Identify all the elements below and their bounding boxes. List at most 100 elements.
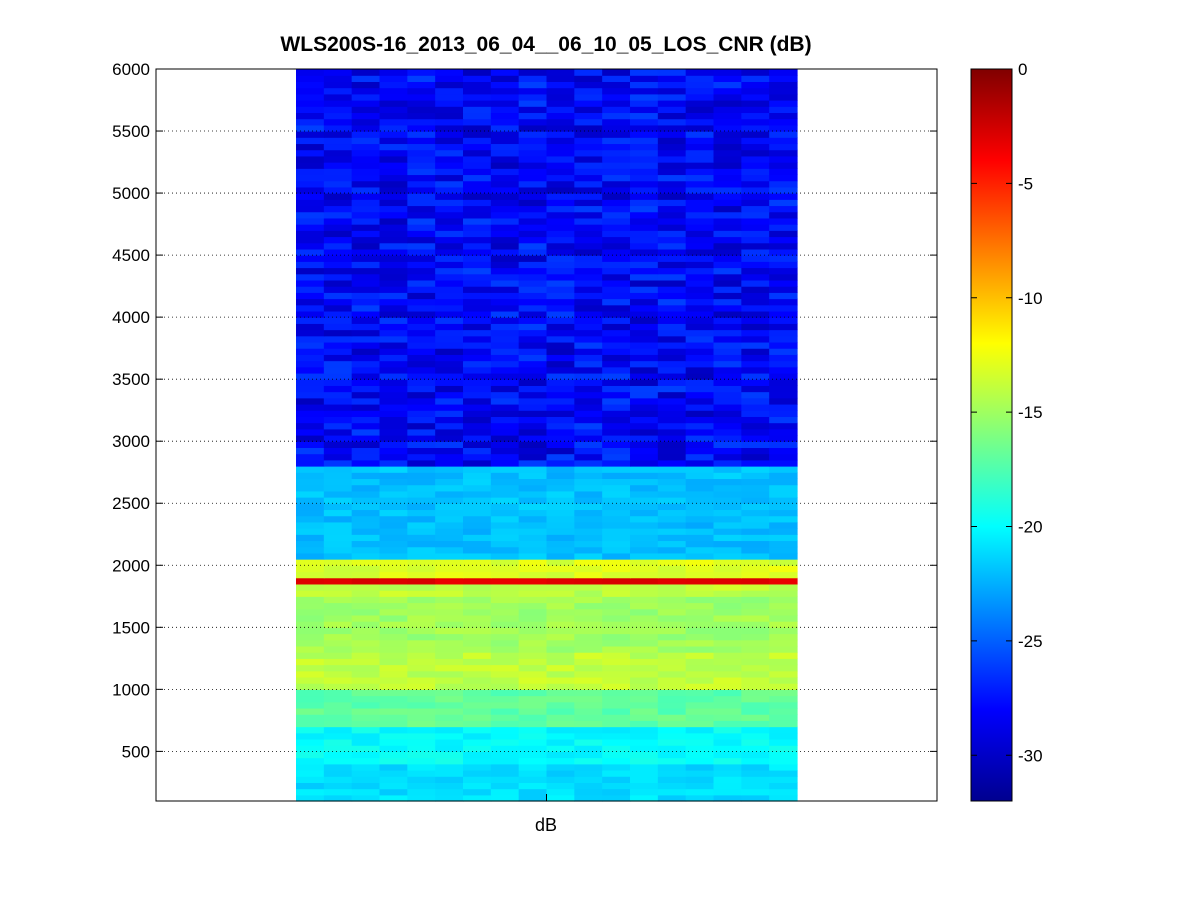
heatmap-cell: [379, 236, 408, 244]
heatmap-cell: [518, 515, 548, 523]
heatmap-cell: [323, 540, 353, 548]
heatmap-cell: [463, 186, 492, 194]
heatmap-cell: [574, 162, 603, 169]
heatmap-cell: [351, 143, 381, 151]
heatmap-cell: [574, 155, 603, 163]
heatmap-cell: [546, 403, 575, 411]
heatmap-cell: [602, 664, 631, 672]
heatmap-cell: [518, 664, 548, 672]
heatmap-cell: [546, 348, 575, 355]
heatmap-cell: [685, 366, 715, 374]
heatmap-cell: [685, 652, 715, 659]
heatmap-cell: [379, 422, 408, 430]
heatmap-cell: [490, 732, 520, 740]
heatmap-cell: [713, 515, 742, 523]
heatmap-cell: [518, 732, 548, 740]
heatmap-cell: [407, 217, 436, 225]
heatmap-cell: [435, 552, 464, 560]
heatmap-cell: [323, 69, 353, 76]
heatmap-cell: [657, 261, 687, 269]
heatmap-cell: [546, 571, 575, 579]
heatmap-cell: [657, 224, 687, 231]
heatmap-cell: [741, 738, 770, 746]
heatmap-cell: [518, 571, 548, 579]
heatmap-cell: [574, 112, 603, 120]
heatmap-cell: [379, 193, 408, 200]
heatmap-cell: [657, 81, 687, 89]
heatmap-cell: [630, 559, 659, 566]
heatmap-cell: [296, 354, 325, 362]
heatmap-cell: [713, 360, 742, 368]
heatmap-cell: [741, 490, 770, 498]
heatmap-cell: [630, 416, 659, 424]
heatmap-cell: [741, 435, 770, 442]
heatmap-cell: [463, 596, 492, 604]
heatmap-cell: [769, 217, 798, 225]
heatmap-cell: [351, 261, 381, 269]
heatmap-cell: [657, 124, 687, 132]
heatmap-cell: [379, 372, 408, 380]
heatmap-cell: [546, 286, 575, 293]
heatmap-cell: [296, 583, 325, 591]
heatmap-cell: [407, 521, 436, 529]
heatmap-cell: [713, 323, 742, 331]
heatmap-cell: [685, 664, 715, 672]
heatmap-cell: [685, 670, 715, 678]
heatmap-cell: [490, 69, 520, 76]
heatmap-cell: [435, 441, 464, 448]
heatmap-cell: [379, 186, 408, 194]
heatmap-cell: [379, 552, 408, 560]
heatmap-cell: [351, 782, 381, 790]
heatmap-cell: [602, 106, 631, 114]
heatmap-cell: [630, 583, 659, 591]
heatmap-cell: [296, 348, 325, 355]
heatmap-cell: [713, 540, 742, 548]
heatmap-cell: [602, 242, 631, 250]
heatmap-cell: [602, 298, 631, 306]
heatmap-cell: [657, 118, 687, 126]
heatmap-cell: [435, 217, 464, 225]
heatmap-cell: [630, 701, 659, 709]
heatmap-cell: [351, 689, 381, 697]
heatmap-cell: [518, 577, 548, 585]
heatmap-cell: [351, 106, 381, 114]
heatmap-cell: [685, 769, 715, 777]
heatmap-cell: [713, 658, 742, 666]
heatmap-cell: [379, 751, 408, 759]
heatmap-cell: [407, 546, 436, 554]
heatmap-cell: [741, 217, 770, 225]
heatmap-cell: [630, 255, 659, 262]
heatmap-cell: [685, 459, 715, 467]
heatmap-cell: [657, 738, 687, 746]
heatmap-cell: [630, 621, 659, 628]
heatmap-cell: [769, 590, 798, 597]
heatmap-cell: [351, 521, 381, 529]
heatmap-cell: [351, 87, 381, 95]
heatmap-cell: [407, 490, 436, 498]
heatmap-cell: [741, 596, 770, 604]
heatmap-cell: [546, 683, 575, 690]
heatmap-cell: [602, 69, 631, 76]
colorbar: [970, 68, 1013, 802]
heatmap-cell: [296, 106, 325, 114]
heatmap-cell: [546, 242, 575, 250]
heatmap-cell: [490, 317, 520, 324]
heatmap-cell: [602, 199, 631, 207]
heatmap-cell: [351, 602, 381, 610]
heatmap-cell: [574, 87, 603, 95]
heatmap-cell: [713, 211, 742, 219]
heatmap-cell: [490, 372, 520, 380]
heatmap-cell: [407, 633, 436, 641]
heatmap-cell: [296, 298, 325, 306]
heatmap-cell: [379, 571, 408, 579]
heatmap-cell: [769, 193, 798, 200]
heatmap-cell: [769, 391, 798, 399]
heatmap-cell: [713, 614, 742, 622]
heatmap-cell: [296, 490, 325, 498]
heatmap-cell: [379, 435, 408, 442]
heatmap-cell: [490, 298, 520, 306]
heatmap-cell: [546, 794, 575, 802]
heatmap-cell: [379, 478, 408, 486]
heatmap-cell: [435, 751, 464, 759]
heatmap-cell: [351, 497, 381, 504]
